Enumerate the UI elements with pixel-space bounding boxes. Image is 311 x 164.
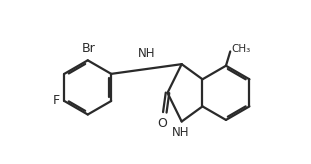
Text: NH: NH [172,126,189,139]
Text: Br: Br [82,42,96,55]
Text: O: O [157,117,167,130]
Text: CH₃: CH₃ [232,44,251,54]
Text: F: F [52,94,59,107]
Text: NH: NH [138,47,155,60]
